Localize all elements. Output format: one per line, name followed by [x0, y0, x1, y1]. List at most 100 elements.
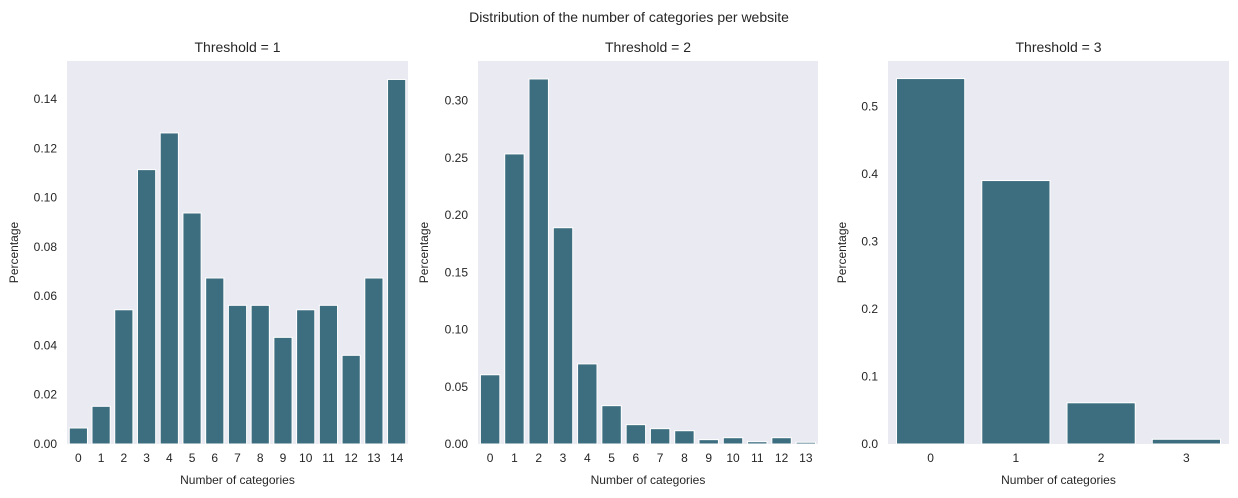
y-tick-label: 0.06	[34, 289, 58, 303]
y-tick-label: 0.10	[34, 191, 58, 205]
x-tick-label: 1	[98, 451, 105, 465]
x-tick-label: 5	[189, 451, 196, 465]
bar	[159, 132, 179, 445]
y-tick-label: 0.5	[861, 99, 878, 113]
x-tick-label: 2	[1098, 451, 1105, 465]
bar	[318, 304, 339, 445]
y-tick-label: 0.10	[445, 323, 469, 337]
y-tick-label: 0.25	[445, 151, 469, 165]
bar	[504, 153, 525, 445]
bar	[1151, 438, 1221, 445]
bar	[91, 405, 111, 445]
y-tick-label: 0.05	[445, 380, 469, 394]
x-tick-label: 12	[344, 451, 358, 465]
bar	[68, 427, 88, 445]
x-tick-label: 0	[487, 451, 494, 465]
bar	[722, 437, 744, 445]
y-tick-label: 0.1	[861, 369, 878, 383]
bar	[250, 304, 270, 445]
x-tick-label: 1	[511, 451, 518, 465]
y-tick-label: 0.00	[445, 437, 469, 451]
x-tick-label: 3	[143, 451, 150, 465]
x-tick-label: 7	[657, 451, 664, 465]
x-tick-label: 14	[390, 451, 404, 465]
bar	[114, 309, 134, 445]
y-tick-label: 0.0	[861, 437, 878, 451]
bar	[552, 227, 574, 445]
subplot-2: 0 1 2 3 4 5 6 7 8 9 10 11 12 130.000.050.100.150.200.…	[417, 39, 818, 487]
x-tick-label: 13	[367, 451, 381, 465]
x-tick-label: 2	[535, 451, 542, 465]
y-axis-label: Percentage	[7, 221, 21, 283]
bar	[182, 212, 202, 445]
x-axis-label: Number of categories	[180, 473, 295, 487]
bar	[981, 180, 1051, 445]
subplot-title: Threshold = 1	[195, 39, 281, 55]
x-tick-label: 4	[584, 451, 591, 465]
bar	[795, 441, 817, 445]
y-tick-label: 0.2	[861, 302, 878, 316]
bar	[698, 439, 719, 445]
bar	[205, 277, 225, 445]
bar	[479, 374, 501, 445]
x-tick-label: 11	[322, 451, 335, 465]
bar	[577, 363, 598, 445]
x-tick-label: 7	[234, 451, 241, 465]
y-tick-label: 0.08	[34, 240, 58, 254]
x-tick-label: 11	[751, 451, 764, 465]
bar	[896, 78, 966, 445]
bar	[528, 78, 549, 445]
x-tick-label: 0	[75, 451, 82, 465]
x-tick-label: 4	[166, 451, 173, 465]
x-tick-label: 9	[705, 451, 712, 465]
y-tick-label: 0.15	[445, 265, 469, 279]
x-tick-label: 9	[280, 451, 287, 465]
bar	[601, 405, 622, 445]
y-tick-label: 0.3	[861, 234, 878, 248]
y-tick-label: 0.00	[34, 437, 58, 451]
x-tick-label: 5	[608, 451, 615, 465]
subplot-title: Threshold = 2	[605, 39, 691, 55]
subplot-title: Threshold = 3	[1016, 39, 1102, 55]
x-tick-label: 2	[120, 451, 127, 465]
bar	[1066, 402, 1136, 445]
y-axis-label: Percentage	[835, 221, 849, 283]
subplot-3: 0 1 2 3 0.0 0.1 0.2 0.3 0.4 0.5 Threshold = 3 Numbe…	[835, 39, 1229, 487]
x-tick-label: 6	[211, 451, 218, 465]
bar	[747, 441, 768, 445]
bar	[296, 309, 316, 445]
x-tick-label: 6	[633, 451, 640, 465]
x-tick-label: 3	[1183, 451, 1190, 465]
x-tick-label: 10	[299, 451, 313, 465]
bar	[273, 336, 293, 445]
bar	[341, 354, 361, 445]
x-tick-label: 8	[681, 451, 688, 465]
y-tick-label: 0.12	[34, 141, 58, 155]
y-axis-label: Percentage	[417, 221, 431, 283]
bar	[625, 424, 647, 445]
y-tick-label: 0.4	[861, 167, 878, 181]
y-tick-label: 0.30	[445, 94, 469, 108]
bar	[387, 78, 407, 445]
x-tick-label: 12	[775, 451, 789, 465]
y-tick-label: 0.02	[34, 388, 58, 402]
bar	[227, 304, 248, 445]
x-tick-label: 13	[799, 451, 813, 465]
x-axis-label: Number of categories	[591, 473, 706, 487]
bar	[649, 428, 671, 445]
bar	[364, 277, 384, 445]
x-tick-label: 10	[726, 451, 740, 465]
x-axis-label: Number of categories	[1001, 473, 1116, 487]
x-tick-label: 3	[560, 451, 567, 465]
x-tick-label: 1	[1013, 451, 1020, 465]
subplot-1: 0 1 2 3 4 5 6 7 8 9 10 11 12 13 140.000.020.040.060.08…	[7, 39, 408, 487]
bar	[771, 437, 792, 445]
x-tick-label: 8	[257, 451, 264, 465]
y-tick-label: 0.20	[445, 208, 469, 222]
x-tick-label: 0	[927, 451, 934, 465]
y-tick-label: 0.14	[34, 92, 58, 106]
y-tick-label: 0.04	[34, 338, 58, 352]
suptitle: Distribution of the number of categories…	[469, 9, 789, 25]
bar	[674, 430, 695, 445]
